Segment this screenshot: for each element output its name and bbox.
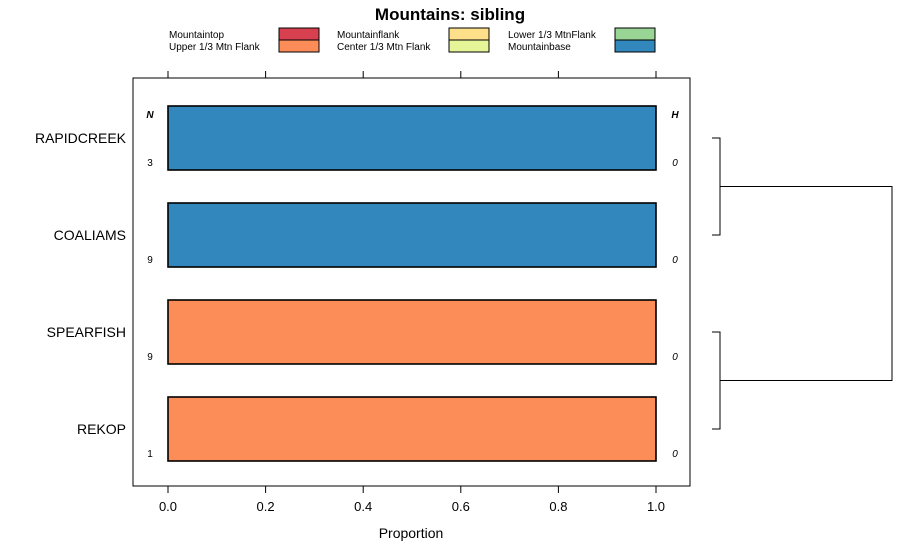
dendrogram xyxy=(712,137,893,430)
bar xyxy=(167,202,657,268)
bar xyxy=(167,299,657,365)
legend-swatch xyxy=(614,27,656,41)
n-value: 9 xyxy=(147,352,153,363)
x-axis-title: Proportion xyxy=(379,525,444,541)
legend-label: Mountainflank xyxy=(337,30,400,41)
x-tick-label: 0.6 xyxy=(452,499,470,514)
legend-label: Mountainbase xyxy=(508,42,571,53)
x-tick-label: 0.2 xyxy=(257,499,275,514)
n-value: 9 xyxy=(147,255,153,266)
x-tick-label: 1.0 xyxy=(647,499,665,514)
legend-label: Upper 1/3 Mtn Flank xyxy=(169,42,261,53)
axes: 0.0 0.2 0.4 0.6 0.8 1.0 xyxy=(159,71,665,514)
legend-swatch xyxy=(278,27,320,41)
category-label: SPEARFISH xyxy=(47,324,126,340)
h-header: H xyxy=(671,110,679,121)
x-tick-label: 0.4 xyxy=(354,499,372,514)
category-label: COALIAMS xyxy=(54,227,126,243)
n-value: 3 xyxy=(147,158,153,169)
legend-swatch xyxy=(614,39,656,53)
h-value: 0 xyxy=(672,449,678,460)
x-tick-label: 0.0 xyxy=(159,499,177,514)
dendrogram-root xyxy=(720,186,893,381)
legend-label: Mountaintop xyxy=(169,30,224,41)
h-value: 0 xyxy=(672,158,678,169)
category-label: REKOP xyxy=(77,421,126,437)
n-header: N xyxy=(146,110,154,121)
chart-title: Mountains: sibling xyxy=(375,5,525,24)
n-value: 1 xyxy=(147,449,153,460)
legend-label: Center 1/3 Mtn Flank xyxy=(337,42,431,53)
bar xyxy=(167,105,657,171)
category-label: RAPIDCREEK xyxy=(35,130,127,146)
x-tick-label: 0.8 xyxy=(549,499,567,514)
h-value: 0 xyxy=(672,255,678,266)
legend-swatch xyxy=(448,27,490,41)
legend-swatch xyxy=(278,39,320,53)
legend-label: Lower 1/3 MtnFlank xyxy=(508,30,597,41)
bar-group: RAPIDCREEK 3 0 COALIAMS 9 0 SPEARFISH 9 0 REKOP 1 0… xyxy=(35,105,679,462)
h-value: 0 xyxy=(672,352,678,363)
legend-swatch xyxy=(448,39,490,53)
plot-frame xyxy=(132,77,691,487)
bar xyxy=(167,396,657,462)
dendrogram-branch xyxy=(712,137,721,236)
dendrogram-branch xyxy=(712,331,721,430)
